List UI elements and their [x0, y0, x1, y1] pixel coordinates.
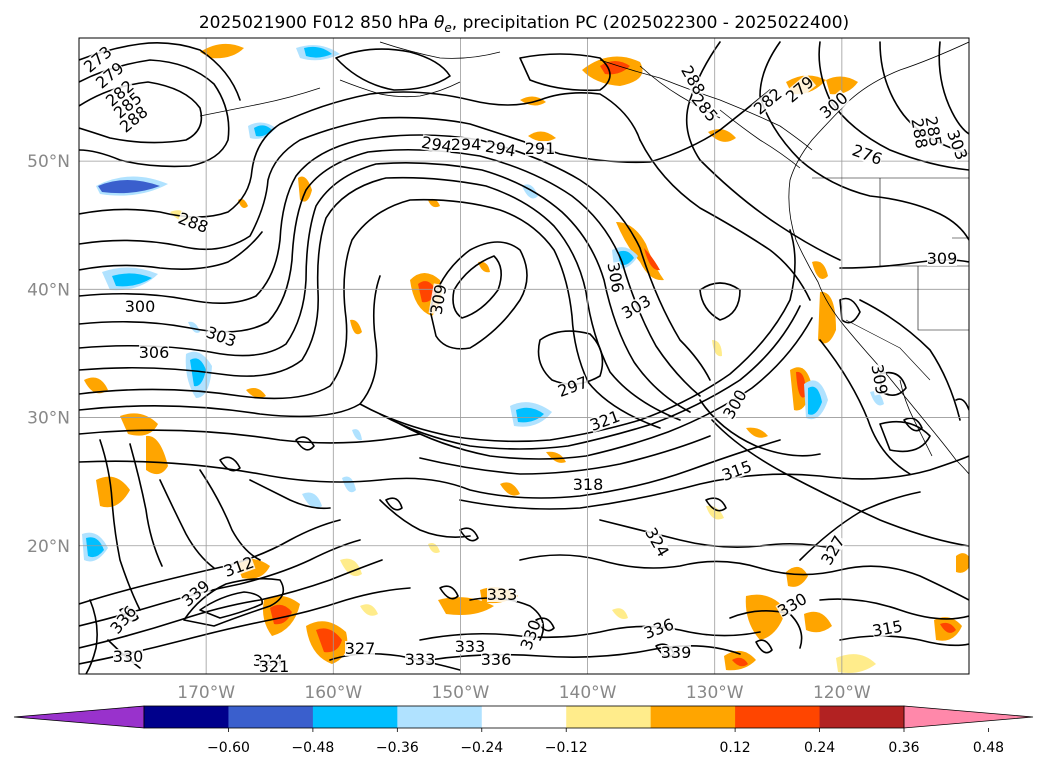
map-background: [79, 38, 969, 674]
contour-label: 291: [525, 139, 556, 158]
contour-label: 333: [455, 637, 486, 656]
contour-label: 309: [867, 363, 891, 396]
lon-tick-label: 160°W: [304, 683, 362, 703]
contour-label: 300: [125, 297, 156, 316]
contour-label: 309: [927, 249, 958, 268]
lon-tick-label: 130°W: [686, 683, 744, 703]
contour-label: 333: [487, 585, 518, 604]
lon-tick-label: 170°W: [177, 683, 235, 703]
svg-text:306: 306: [139, 343, 170, 362]
colorbar-tick-label: −0.60: [207, 740, 250, 756]
colorbar-extend-high: [903, 705, 1034, 729]
contour-label: 327: [345, 639, 376, 658]
colorbar-tick-label: 0.36: [888, 740, 919, 756]
svg-text:333: 333: [455, 637, 486, 656]
colorbar-swatch: [228, 706, 314, 728]
contour-label: 333: [405, 650, 436, 669]
contour-label: 318: [573, 475, 604, 494]
colorbar-swatch: [481, 706, 567, 728]
svg-text:294: 294: [451, 135, 482, 154]
colorbar-tick-label: −0.24: [460, 740, 503, 756]
colorbar-swatch: [650, 706, 736, 728]
colorbar-tick-label: −0.36: [376, 740, 419, 756]
map-frame: [78, 37, 970, 675]
colorbar-extend-low: [13, 705, 145, 729]
contour-label: 330: [113, 647, 144, 666]
latitude-labels: 50°N 40°N 30°N 20°N: [27, 152, 70, 557]
colorbar-tick-label: 0.12: [720, 740, 751, 756]
lon-tick-label: 140°W: [559, 683, 617, 703]
contour-label: 321: [259, 657, 290, 676]
lat-lon-grid: [79, 38, 969, 674]
colorbar-swatch: [397, 706, 483, 728]
svg-text:291: 291: [525, 139, 556, 158]
colorbar-swatch: [735, 706, 821, 728]
svg-text:321: 321: [259, 657, 290, 676]
colorbar-swatch: [566, 706, 652, 728]
lat-tick-label: 20°N: [27, 537, 70, 557]
colorbar-swatch: [144, 706, 229, 728]
colorbar-swatch: [819, 706, 905, 728]
colorbar-swatch: [312, 706, 398, 728]
svg-text:330: 330: [113, 647, 144, 666]
svg-text:309: 309: [927, 249, 958, 268]
lon-tick-label: 150°W: [432, 683, 490, 703]
svg-text:333: 333: [487, 585, 518, 604]
svg-text:339: 339: [661, 643, 692, 662]
svg-text:318: 318: [573, 475, 604, 494]
contour-label: 294: [451, 135, 482, 154]
chart-title: 2025021900 F012 850 hPa θe, precipitatio…: [199, 13, 849, 35]
precip-negative: [82, 45, 884, 562]
svg-text:336: 336: [481, 650, 512, 669]
longitude-labels: 170°W 160°W 150°W 140°W 130°W 120°W: [177, 683, 871, 703]
colorbar-tick-label: −0.12: [545, 740, 588, 756]
colorbar: −0.60 −0.48 −0.36 −0.24 −0.12 0.12 0.24 0.36 0.4…: [13, 705, 1034, 756]
contour-label: 336: [481, 650, 512, 669]
colorbar-tick-label: 0.24: [804, 740, 835, 756]
svg-text:333: 333: [405, 650, 436, 669]
lat-tick-label: 30°N: [27, 409, 70, 429]
lat-tick-label: 50°N: [27, 152, 70, 172]
svg-text:327: 327: [345, 639, 376, 658]
contour-label: 339: [661, 643, 692, 662]
colorbar-tick-label: −0.48: [291, 740, 334, 756]
colorbar-tick-label: 0.48: [973, 740, 1004, 756]
svg-text:300: 300: [125, 297, 156, 316]
lon-tick-label: 120°W: [813, 683, 871, 703]
contour-label: 306: [139, 343, 170, 362]
lat-tick-label: 40°N: [27, 280, 70, 300]
